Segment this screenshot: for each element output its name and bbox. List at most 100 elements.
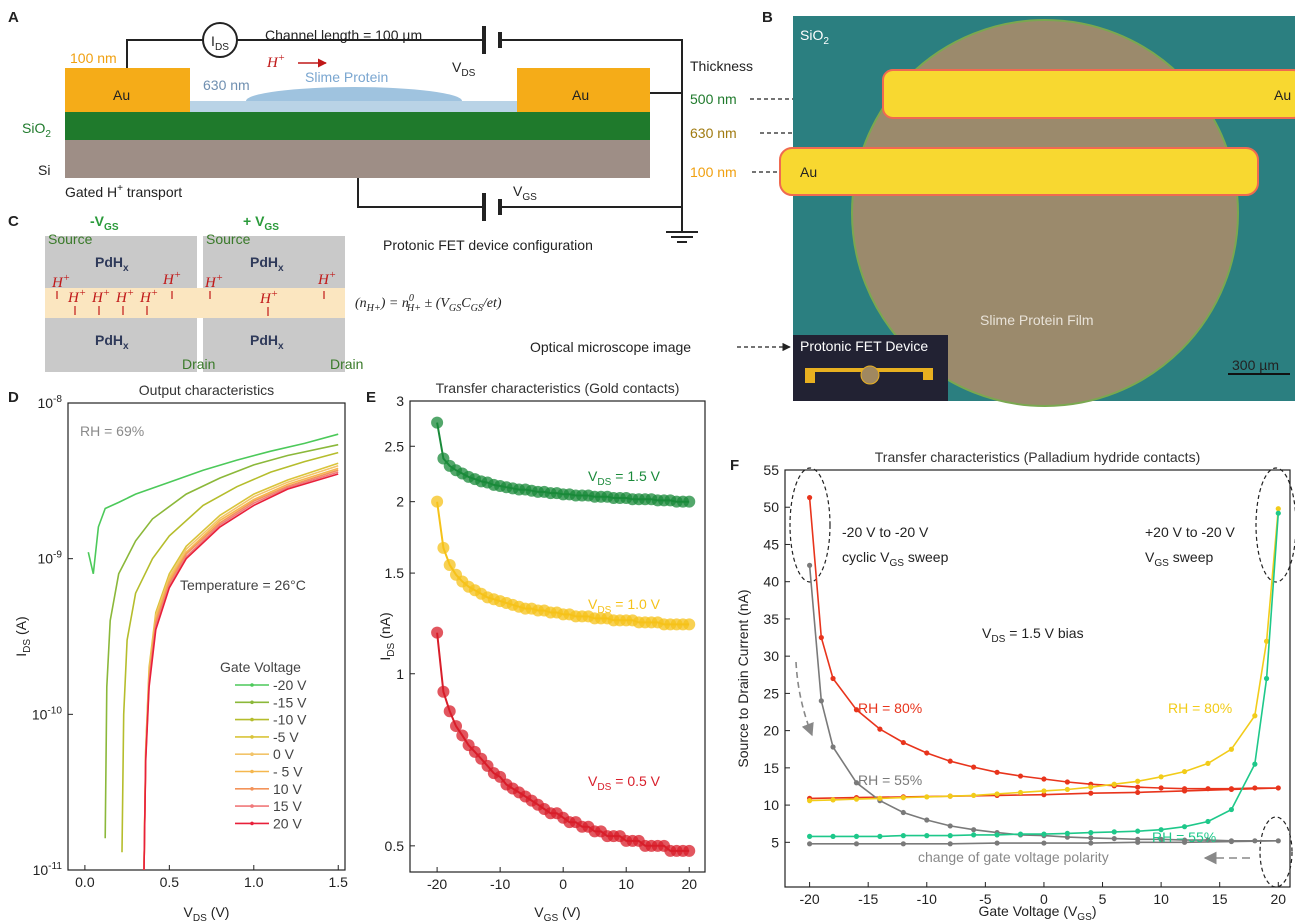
data-point [1135, 829, 1140, 834]
data-point [1252, 785, 1257, 790]
data-point [924, 833, 929, 838]
data-point [1264, 676, 1269, 681]
data-point [854, 797, 859, 802]
text-part: ) = n [380, 296, 409, 311]
text-part: transport [123, 184, 182, 200]
text-part: (nA) [377, 612, 393, 642]
data-point [830, 834, 835, 839]
equation: (nH+) = n0H+ ± (VGSCGS/et) [355, 293, 502, 314]
inset-label: Protonic FET Device [800, 338, 928, 354]
text-part: + [103, 287, 110, 299]
inset-film [861, 366, 879, 384]
text-part: + [271, 288, 278, 300]
text-part: GS [544, 913, 559, 924]
text-part: -9 [53, 550, 62, 561]
data-point [683, 845, 695, 857]
y-tick-label: 30 [763, 648, 779, 664]
vgs-label: VGS [513, 183, 537, 203]
y-tick-label: 35 [763, 611, 779, 627]
x-tick-label: -20 [427, 876, 447, 892]
data-point [1135, 785, 1140, 790]
data-point [1205, 786, 1210, 791]
data-point [1229, 787, 1234, 792]
x-tick-label: 15 [1212, 891, 1228, 907]
text-part: cyclic V [842, 549, 890, 565]
text-part: H+ [366, 303, 381, 314]
x-tick-label: 1.5 [329, 874, 349, 890]
source-label: Source [206, 231, 251, 247]
data-point [948, 833, 953, 838]
text-part: DS [991, 634, 1005, 645]
series-line [105, 445, 338, 839]
data-point [830, 676, 835, 681]
text-part: 2 [823, 36, 829, 47]
panel-letter: A [8, 9, 19, 26]
legend-label: 20 V [273, 815, 302, 831]
data-point [1065, 831, 1070, 836]
data-point [1112, 782, 1117, 787]
annotation: VGS sweep [1145, 549, 1213, 569]
text-part: PdH [95, 332, 123, 348]
y-tick-label: 45 [763, 536, 779, 552]
text-part: (n [355, 296, 367, 311]
caption: Optical microscope image [530, 339, 691, 355]
chart-title: Transfer characteristics (Gold contacts) [436, 380, 680, 396]
text-part: GS [1077, 912, 1092, 923]
sio2-label: SiO2 [22, 120, 51, 140]
x-axis-label: Gate Voltage (VGS) [978, 903, 1096, 923]
x-tick-label: 10 [1153, 891, 1169, 907]
text-part: SiO [800, 27, 823, 43]
annotation: -20 V to -20 V [842, 524, 929, 540]
series-label: VDS = 0.5 V [588, 773, 661, 793]
data-point [1135, 840, 1140, 845]
text-part: DS [597, 477, 611, 488]
text-part: x [278, 341, 284, 352]
x-tick-label: 20 [681, 876, 697, 892]
au-label: Au [800, 164, 817, 180]
data-point [807, 798, 812, 803]
text-part: = 1.5 V bias [1005, 625, 1083, 641]
legend-marker [250, 804, 254, 808]
data-point [1065, 779, 1070, 784]
y-tick-label: 2 [396, 494, 404, 510]
text-part: x [123, 263, 129, 274]
legend-label: - 5 V [273, 764, 303, 780]
legend-label: -15 V [273, 694, 307, 710]
text-part: 10 [33, 862, 49, 878]
annotation: VDS = 1.5 V bias [982, 625, 1084, 645]
data-point [971, 793, 976, 798]
chart-title: Transfer characteristics (Palladium hydr… [875, 449, 1201, 465]
data-point [1205, 819, 1210, 824]
caption: Protonic FET device configuration [383, 237, 593, 253]
thickness-item: 630 nm [690, 125, 737, 141]
data-point [1159, 785, 1164, 790]
text-part: (A) [13, 616, 29, 639]
data-point [1088, 830, 1093, 835]
thickness-item: 100 nm [690, 164, 737, 180]
text-part: PdH [250, 332, 278, 348]
text-part: + [216, 272, 223, 284]
x-tick-label: 0.0 [75, 874, 95, 890]
legend-label: 10 V [273, 781, 302, 797]
data-point [1018, 773, 1023, 778]
text-part: = 0.5 V [611, 773, 660, 789]
data-point [901, 810, 906, 815]
text-part: GS [104, 222, 119, 233]
scale-bar-label: 300 µm [1232, 357, 1279, 373]
data-point [683, 496, 695, 508]
x-tick-label: 20 [1270, 891, 1286, 907]
text-part: DS [597, 605, 611, 616]
sweep-arrow [796, 662, 812, 735]
panel-letter: C [8, 213, 19, 230]
text-part: + [79, 287, 86, 299]
x-tick-label: 1.0 [244, 874, 264, 890]
text-part: = 1.0 V [611, 596, 660, 612]
drain-label: Drain [182, 356, 215, 372]
channel-length: Channel length = 100 µm [265, 27, 422, 43]
y-tick-label: 0.5 [385, 838, 405, 854]
series-label: VDS = 1.0 V [588, 596, 661, 616]
annotation: +20 V to -20 V [1145, 524, 1236, 540]
highlight-ellipse [1256, 468, 1295, 582]
legend-label: -5 V [273, 729, 299, 745]
data-point [877, 834, 882, 839]
